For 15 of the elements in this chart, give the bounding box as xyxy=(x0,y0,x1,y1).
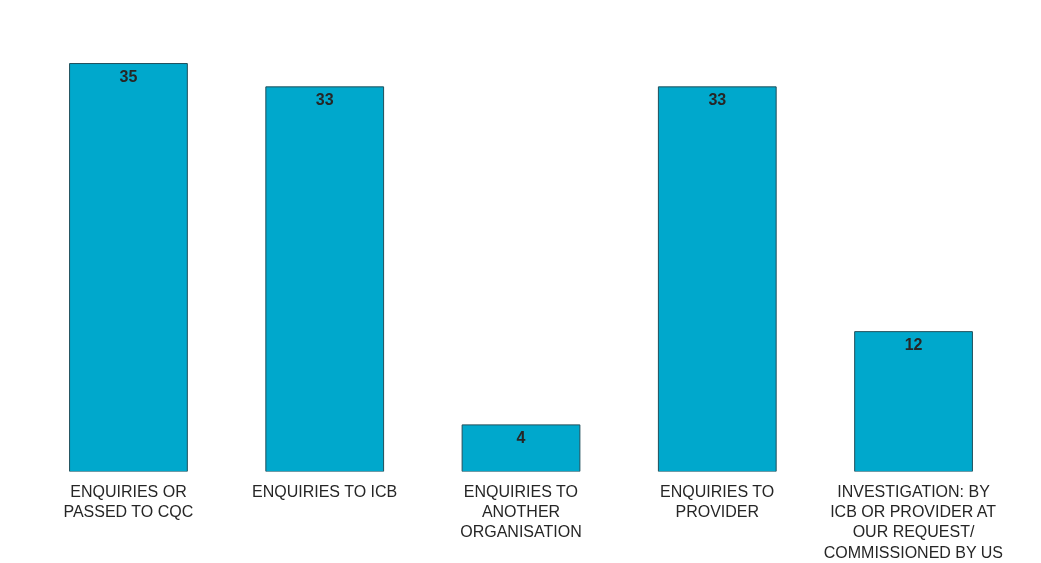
x-tick-label: INVESTIGATION: BY ICB OR PROVIDER AT OUR REQUEST/ COMMISSIONED BY US xyxy=(823,482,1004,561)
bar xyxy=(461,424,581,472)
data-label: 4 xyxy=(516,428,526,446)
x-tick-label: ENQUIRIES TO ICB xyxy=(251,482,398,500)
data-label: 33 xyxy=(708,90,727,108)
bar xyxy=(69,63,188,472)
bar xyxy=(265,86,385,472)
data-label: 12 xyxy=(904,335,923,353)
data-label: 33 xyxy=(315,90,334,108)
x-tick-label: ENQUIRIES TO ANOTHER ORGANISATION xyxy=(460,482,582,541)
bar xyxy=(854,331,973,472)
x-tick-label: ENQUIRIES TO PROVIDER xyxy=(660,482,775,520)
data-label: 35 xyxy=(119,67,138,85)
x-tick-label: ENQUIRIES OR PASSED TO CQC xyxy=(63,482,194,520)
bar xyxy=(657,86,777,472)
